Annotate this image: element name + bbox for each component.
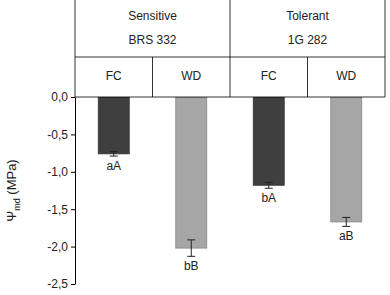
group-label: BRS 332 (128, 33, 176, 47)
tick-label: -0,5 (47, 128, 68, 142)
tick-label: -2,0 (47, 240, 68, 254)
error-bar (265, 182, 273, 188)
tick-label: -2,5 (47, 277, 68, 291)
category-label: WD (181, 69, 201, 83)
annotation: bB (184, 259, 199, 273)
tick-mark (71, 209, 75, 210)
tick-label: -1,5 (47, 203, 68, 217)
frame-line (307, 57, 308, 97)
zero-line (75, 97, 385, 98)
group-label: Tolerant (286, 9, 329, 23)
y-tick: -1,5 (47, 203, 75, 217)
y-axis: 0,0 -0,5 -1,0 -1,5 -2,0 -2,5 (47, 90, 75, 291)
error-bar (187, 240, 195, 256)
error-bar (342, 217, 350, 226)
annotation: aB (339, 229, 354, 243)
y-tick: -2,0 (47, 240, 75, 254)
y-tick: 0,0 (51, 90, 75, 104)
frame-line (152, 57, 153, 97)
bar (176, 97, 207, 248)
tick-label: -1,0 (47, 165, 68, 179)
y-axis-title-part: (MPa) (4, 159, 19, 198)
group-label: Sensitive (128, 9, 177, 23)
tick-mark (71, 247, 75, 248)
y-axis-line (75, 98, 76, 285)
error-bar (110, 152, 118, 156)
category-label: FC (106, 69, 122, 83)
chart: Sensitive BRS 332 Tolerant 1G 282 FC WD FC WD 0,… (0, 0, 390, 295)
y-tick: -2,5 (47, 277, 75, 291)
y-axis-title: Ψmd (MPa) (4, 159, 22, 221)
y-tick: -1,0 (47, 165, 75, 179)
bar (331, 97, 362, 222)
tick-mark (71, 97, 75, 98)
frame-line (385, 0, 386, 97)
header-frame (75, 0, 385, 97)
tick-mark (71, 172, 75, 173)
tick-label: 0,0 (51, 90, 68, 104)
y-axis-title-part: md (12, 198, 22, 211)
tick-mark (71, 134, 75, 135)
group-label: 1G 282 (288, 33, 328, 47)
annotation: aA (106, 159, 121, 173)
plot-area (98, 97, 362, 256)
category-label: FC (261, 69, 277, 83)
bar (98, 97, 129, 154)
y-axis-title-part: Ψ (4, 211, 19, 222)
y-tick: -0,5 (47, 128, 75, 142)
frame-line (230, 0, 231, 97)
annotation: bA (261, 191, 276, 205)
frame-line (75, 0, 76, 97)
bar (253, 97, 284, 185)
category-label: WD (336, 69, 356, 83)
tick-mark (71, 284, 75, 285)
